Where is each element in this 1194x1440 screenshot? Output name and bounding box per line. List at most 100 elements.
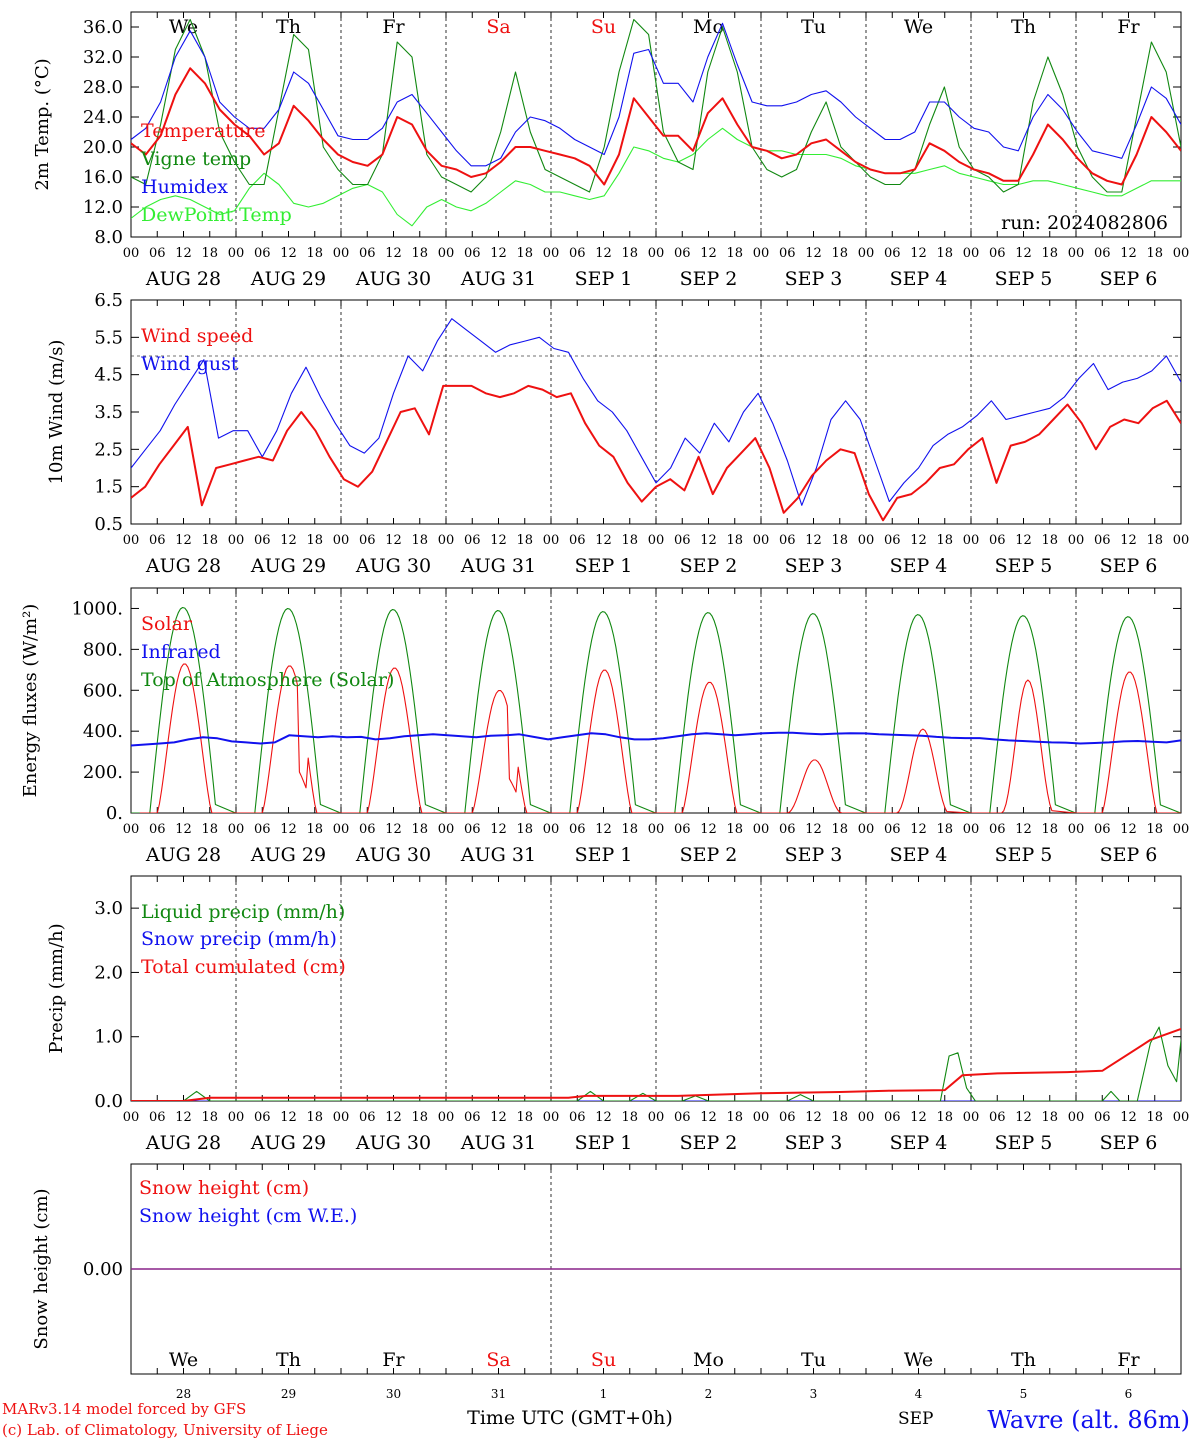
date-label: SEP 4 [890,844,948,866]
hour-tick-label: 18 [306,822,323,837]
hour-tick-label: 12 [805,822,822,837]
hour-tick-label: 12 [910,822,927,837]
date-label: SEP 2 [680,844,738,866]
date-label: SEP 5 [995,1132,1053,1154]
hour-tick-label: 12 [910,533,927,548]
y-tick-label: 0.5 [94,514,123,535]
hour-tick-label: 00 [543,1110,560,1125]
hour-tick-label: 12 [175,822,192,837]
y-tick-label: 3.0 [94,898,123,919]
weekday-label: We [169,16,198,38]
hour-tick-label: 12 [700,246,717,261]
weekday-label: Th [1011,1349,1036,1371]
hour-tick-label: 18 [411,533,428,548]
hour-tick-label: 00 [543,246,560,261]
day-number-label: 5 [1020,1387,1028,1401]
date-label: AUG 28 [145,844,221,866]
hour-tick-label: 18 [516,246,533,261]
date-label: SEP 2 [680,268,738,290]
hour-tick-label: 00 [963,822,980,837]
legend-entry: DewPoint Temp [141,204,292,226]
hour-tick-label: 12 [805,1110,822,1125]
y-axis-label: Snow height (cm) [31,1188,52,1349]
hour-tick-label: 00 [753,533,770,548]
legend-entry: Snow precip (mm/h) [141,928,337,950]
hour-tick-label: 18 [621,1110,638,1125]
weekday-label: Th [276,16,301,38]
legend-entry: Wind gust [141,353,239,375]
hour-tick-label: 18 [1146,246,1163,261]
y-tick-label: 36.0 [83,17,123,38]
weekday-label: Fr [1117,16,1140,38]
day-number-label: 2 [705,1387,713,1401]
hour-tick-label: 18 [516,1110,533,1125]
hour-tick-label: 12 [1120,1110,1137,1125]
weekday-label: Tu [801,1349,826,1371]
hour-tick-label: 12 [1015,533,1032,548]
hour-tick-label: 12 [280,246,297,261]
date-label: AUG 29 [250,268,326,290]
model-credit: MARv3.14 model forced by GFS [2,1400,246,1418]
hour-tick-label: 06 [674,246,691,261]
hour-tick-label: 12 [700,533,717,548]
hour-tick-label: 06 [884,1110,901,1125]
lab-credit: (c) Lab. of Climatology, University of L… [2,1421,328,1439]
date-label: SEP 6 [1100,844,1158,866]
hour-tick-label: 12 [1120,822,1137,837]
hour-tick-label: 06 [464,533,481,548]
date-label: SEP 1 [575,844,633,866]
series-group [131,18,1181,227]
weekday-label: Fr [1117,1349,1140,1371]
hour-tick-label: 12 [280,533,297,548]
panel-frame [130,587,1182,814]
y-tick-label: 6.5 [94,290,123,311]
month-label: SEP [898,1409,934,1429]
date-label: AUG 30 [355,555,431,577]
hour-tick-label: 12 [280,822,297,837]
hour-tick-label: 18 [306,1110,323,1125]
hour-tick-label: 06 [149,246,166,261]
hour-tick-label: 06 [884,822,901,837]
hour-tick-label: 18 [1041,1110,1058,1125]
y-tick-label: 0.00 [83,1259,123,1280]
hour-tick-label: 18 [516,533,533,548]
hour-tick-label: 00 [753,246,770,261]
hour-tick-label: 18 [726,822,743,837]
hour-tick-label: 06 [254,533,271,548]
hour-tick-label: 18 [1041,822,1058,837]
hour-tick-label: 06 [779,533,796,548]
day-number-label: 1 [600,1387,608,1401]
weekday-label: Su [591,1349,616,1371]
panel-5: 0.00 Snow height (cm) We Th Fr Sa Su Mo Tu We Th Fr… [31,1163,1182,1401]
hour-tick-label: 18 [831,246,848,261]
hour-tick-label: 00 [1068,822,1085,837]
date-label: AUG 31 [460,268,536,290]
y-tick-label: 1.0 [94,1027,123,1048]
hour-tick-label: 12 [490,246,507,261]
series-group [131,1026,1181,1101]
hour-tick-label: 00 [228,822,245,837]
hour-tick-label: 06 [779,822,796,837]
hour-tick-label: 06 [149,1110,166,1125]
day-number-label: 6 [1125,1387,1133,1401]
legend-entry: Humidex [141,176,228,198]
hour-tick-label: 12 [490,533,507,548]
hour-tick-label: 00 [648,246,665,261]
hour-tick-label: 12 [490,822,507,837]
hour-tick-label: 06 [884,533,901,548]
hour-tick-label: 06 [359,822,376,837]
series-line-total-cumulated-cm [131,1027,1181,1101]
y-tick-label: 0.0 [94,1091,123,1112]
hour-tick-label: 12 [385,533,402,548]
hour-tick-label: 18 [1041,246,1058,261]
hour-tick-label: 18 [411,1110,428,1125]
hour-tick-label: 18 [411,822,428,837]
hour-tick-label: 00 [648,822,665,837]
hour-tick-label: 00 [543,533,560,548]
legend-entry: Vigne temp [140,148,251,170]
hour-tick-label: 06 [779,1110,796,1125]
legend-entry: Top of Atmosphere (Solar) [141,669,394,691]
legend-entry: Wind speed [141,325,253,347]
date-label: SEP 6 [1100,1132,1158,1154]
hour-tick-label: 00 [438,822,455,837]
